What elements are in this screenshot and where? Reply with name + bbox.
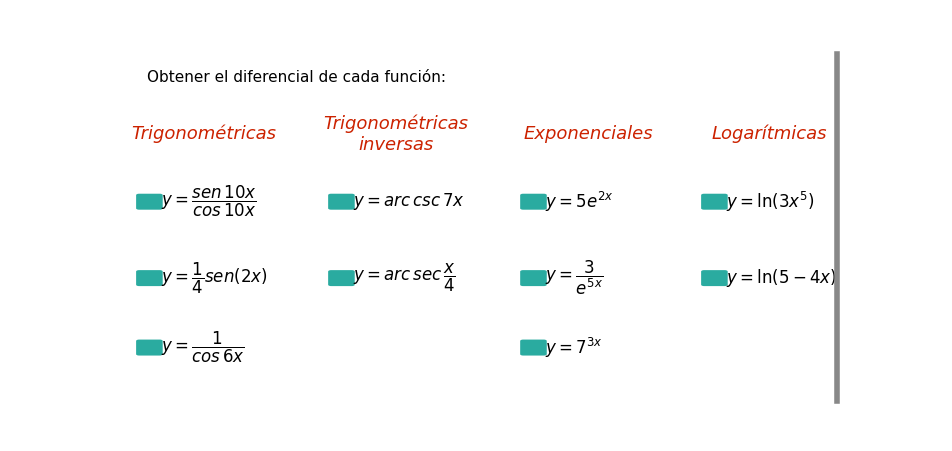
FancyBboxPatch shape bbox=[136, 340, 163, 355]
Text: Obtener el diferencial de cada función:: Obtener el diferencial de cada función: bbox=[147, 70, 446, 85]
FancyBboxPatch shape bbox=[701, 194, 727, 210]
FancyBboxPatch shape bbox=[327, 270, 354, 286]
FancyBboxPatch shape bbox=[520, 340, 546, 355]
Text: $y = 5e^{2x}$: $y = 5e^{2x}$ bbox=[545, 190, 613, 214]
FancyBboxPatch shape bbox=[520, 270, 546, 286]
FancyBboxPatch shape bbox=[520, 194, 546, 210]
Text: $y = \dfrac{1}{4}sen(2x)$: $y = \dfrac{1}{4}sen(2x)$ bbox=[161, 261, 268, 296]
Text: Logarítmicas: Logarítmicas bbox=[710, 125, 826, 143]
Text: $y = \dfrac{\mathit{sen}\,10x}{\mathit{cos}\,10x}$: $y = \dfrac{\mathit{sen}\,10x}{\mathit{c… bbox=[161, 184, 257, 219]
Text: $y = arc\,sec\,\dfrac{x}{4}$: $y = arc\,sec\,\dfrac{x}{4}$ bbox=[353, 262, 456, 294]
Text: $y = \dfrac{1}{\mathit{cos}\,6x}$: $y = \dfrac{1}{\mathit{cos}\,6x}$ bbox=[161, 330, 245, 365]
Text: Trigonométricas
inversas: Trigonométricas inversas bbox=[324, 115, 468, 154]
FancyBboxPatch shape bbox=[136, 270, 163, 286]
Text: $y = \ln(5 - 4x)$: $y = \ln(5 - 4x)$ bbox=[725, 267, 836, 289]
FancyBboxPatch shape bbox=[701, 270, 727, 286]
Text: $y = \dfrac{3}{e^{5x}}$: $y = \dfrac{3}{e^{5x}}$ bbox=[545, 259, 604, 297]
Text: $y = \ln(3x^{5})$: $y = \ln(3x^{5})$ bbox=[725, 190, 814, 214]
Text: $y = 7^{3x}$: $y = 7^{3x}$ bbox=[545, 336, 603, 359]
FancyBboxPatch shape bbox=[327, 194, 354, 210]
Text: Exponenciales: Exponenciales bbox=[523, 125, 652, 143]
Text: Trigonométricas: Trigonométricas bbox=[131, 125, 276, 143]
FancyBboxPatch shape bbox=[136, 194, 163, 210]
Text: $y = arc\,csc\,7x$: $y = arc\,csc\,7x$ bbox=[353, 191, 465, 212]
